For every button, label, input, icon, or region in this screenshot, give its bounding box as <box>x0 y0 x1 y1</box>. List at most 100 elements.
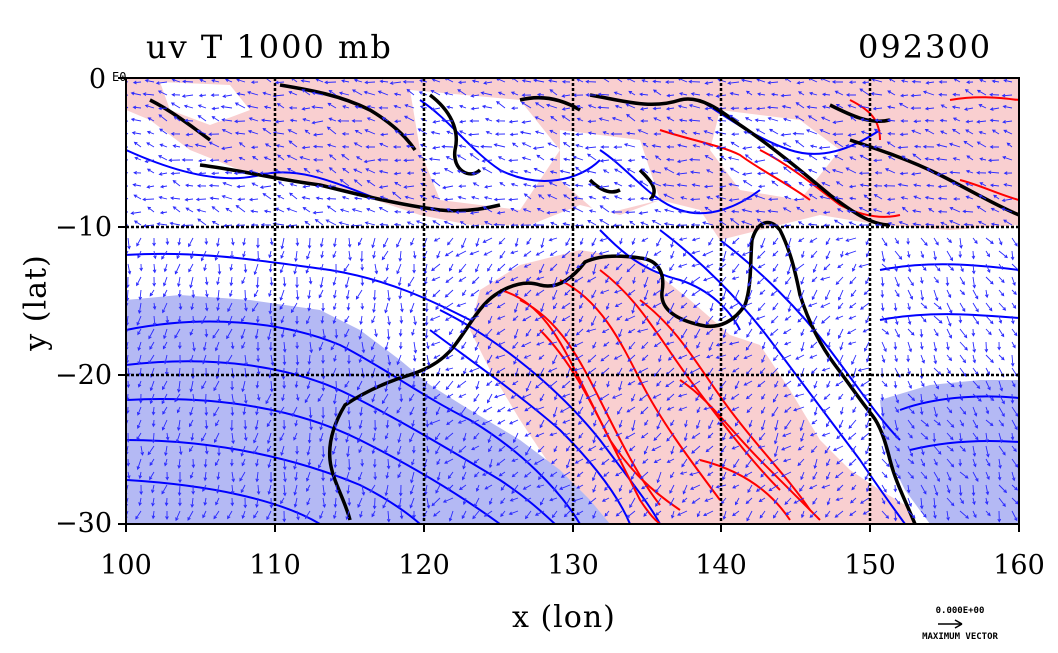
wind-vector <box>221 128 233 135</box>
wind-vector <box>282 341 287 353</box>
wind-vector <box>201 315 207 325</box>
wind-vector <box>601 497 610 502</box>
wind-vector <box>627 328 636 334</box>
wind-vector <box>471 445 480 451</box>
wind-vector <box>821 92 831 97</box>
wind-vector <box>797 91 805 96</box>
wind-vector <box>307 289 311 300</box>
wind-vector <box>549 471 558 477</box>
wind-vector <box>972 315 980 325</box>
wind-vector <box>585 393 597 400</box>
wind-vector <box>545 103 558 109</box>
wind-vector <box>894 406 899 414</box>
wind-vector <box>447 484 454 491</box>
wind-vector <box>901 155 909 161</box>
wind-vector <box>821 432 831 437</box>
wind-vector <box>203 393 208 405</box>
wind-vector <box>495 276 506 284</box>
wind-vector <box>176 250 181 260</box>
wind-vector <box>138 393 143 404</box>
wind-vector <box>157 90 168 96</box>
wind-vector <box>204 328 209 338</box>
wind-vector <box>709 484 714 494</box>
wind-vector <box>178 445 183 456</box>
wind-vector <box>397 471 402 479</box>
wind-vector <box>446 208 454 213</box>
wind-vector <box>136 419 142 429</box>
wind-vector <box>550 115 558 122</box>
wind-vector <box>423 484 428 496</box>
wind-vector <box>899 132 909 137</box>
wind-vector <box>702 221 714 226</box>
wind-vector <box>387 289 391 302</box>
wind-vector <box>305 263 311 274</box>
wind-vector <box>510 91 519 96</box>
wind-vector <box>234 102 246 109</box>
wind-vector <box>213 380 220 392</box>
wind-vector <box>204 419 209 430</box>
wind-vector <box>327 184 337 188</box>
wind-vector <box>688 118 701 123</box>
wind-vector <box>345 289 350 300</box>
wind-vector <box>126 432 130 443</box>
wind-vector <box>241 380 246 393</box>
wind-vector <box>715 195 727 200</box>
wind-vector <box>976 119 987 124</box>
wind-vector <box>808 183 818 187</box>
wind-vector <box>907 341 913 353</box>
wind-vector <box>598 117 610 122</box>
wind-vector <box>535 102 545 109</box>
wind-vector <box>652 328 662 337</box>
wind-vector <box>946 250 953 262</box>
wind-vector <box>443 197 454 202</box>
wind-vector <box>783 393 792 398</box>
wind-vector <box>446 393 454 398</box>
wind-vector <box>810 393 818 403</box>
wind-vector <box>302 206 311 213</box>
wind-vector <box>265 393 272 405</box>
wind-vector <box>690 484 701 490</box>
wind-vector <box>746 432 753 444</box>
wind-vector <box>196 184 207 188</box>
wind-vector <box>770 289 779 297</box>
wind-vector <box>398 484 403 497</box>
wind-vector <box>431 179 441 187</box>
wind-vector <box>812 497 818 505</box>
wind-vector <box>536 484 545 489</box>
wind-vector <box>559 484 571 490</box>
wind-vector <box>928 207 935 213</box>
wind-vector <box>920 354 925 364</box>
wind-vector <box>511 106 519 111</box>
wind-vector <box>470 195 480 200</box>
wind-vector <box>949 170 961 175</box>
wind-vector <box>809 237 818 243</box>
wind-vector <box>615 432 623 437</box>
wind-vector <box>515 289 519 297</box>
wind-vector <box>536 92 545 97</box>
wind-vector <box>668 129 675 135</box>
wind-vector <box>773 432 779 445</box>
wind-vector <box>289 182 298 187</box>
wind-vector <box>279 302 285 310</box>
wind-vector <box>512 432 519 444</box>
wind-vector <box>458 393 467 398</box>
wind-vector <box>919 406 924 416</box>
wind-vector <box>826 419 831 428</box>
wind-vector <box>333 237 337 248</box>
wind-vector <box>221 118 233 122</box>
wind-vector <box>691 432 701 439</box>
wind-vector <box>679 315 688 322</box>
wind-vector <box>133 141 142 148</box>
wind-vector <box>131 131 142 135</box>
wind-vector <box>177 289 182 298</box>
wind-vector <box>651 169 662 174</box>
wind-vector <box>599 219 610 226</box>
wind-vector <box>625 210 636 215</box>
wind-vector <box>741 302 753 308</box>
wind-vector <box>341 79 350 83</box>
wind-vector <box>445 156 454 161</box>
wind-vector <box>366 117 376 122</box>
wind-vector <box>615 510 623 517</box>
wind-vector <box>573 276 584 283</box>
wind-vector <box>691 289 701 297</box>
